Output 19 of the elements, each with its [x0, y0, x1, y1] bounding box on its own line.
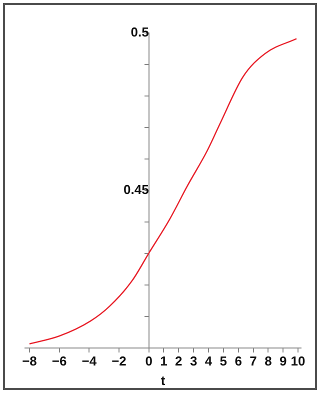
x-tick-label: 4 [204, 353, 213, 368]
x-tick-label: 0 [145, 353, 152, 368]
x-tick-label: 10 [290, 353, 306, 368]
x-tick-label: 7 [250, 353, 257, 368]
y-tick-label: 0.45 [124, 182, 149, 198]
x-tick-label: −6 [52, 353, 67, 368]
line-series [28, 38, 298, 345]
x-tick-label: 5 [220, 353, 228, 368]
x-tick-label: 6 [234, 353, 242, 368]
x-axis-title: t [160, 372, 166, 388]
x-tick-label: −8 [22, 353, 37, 368]
x-tick-label: 3 [190, 353, 198, 368]
x-tick-label: 9 [279, 353, 287, 368]
x-tick-label: 8 [264, 353, 272, 368]
x-tick-label: −4 [82, 353, 98, 368]
x-tick-label: 2 [175, 353, 182, 368]
y-tick-label: 0.5 [130, 24, 149, 40]
x-tick-label: −2 [112, 353, 126, 368]
x-tick-label: 1 [160, 353, 168, 368]
